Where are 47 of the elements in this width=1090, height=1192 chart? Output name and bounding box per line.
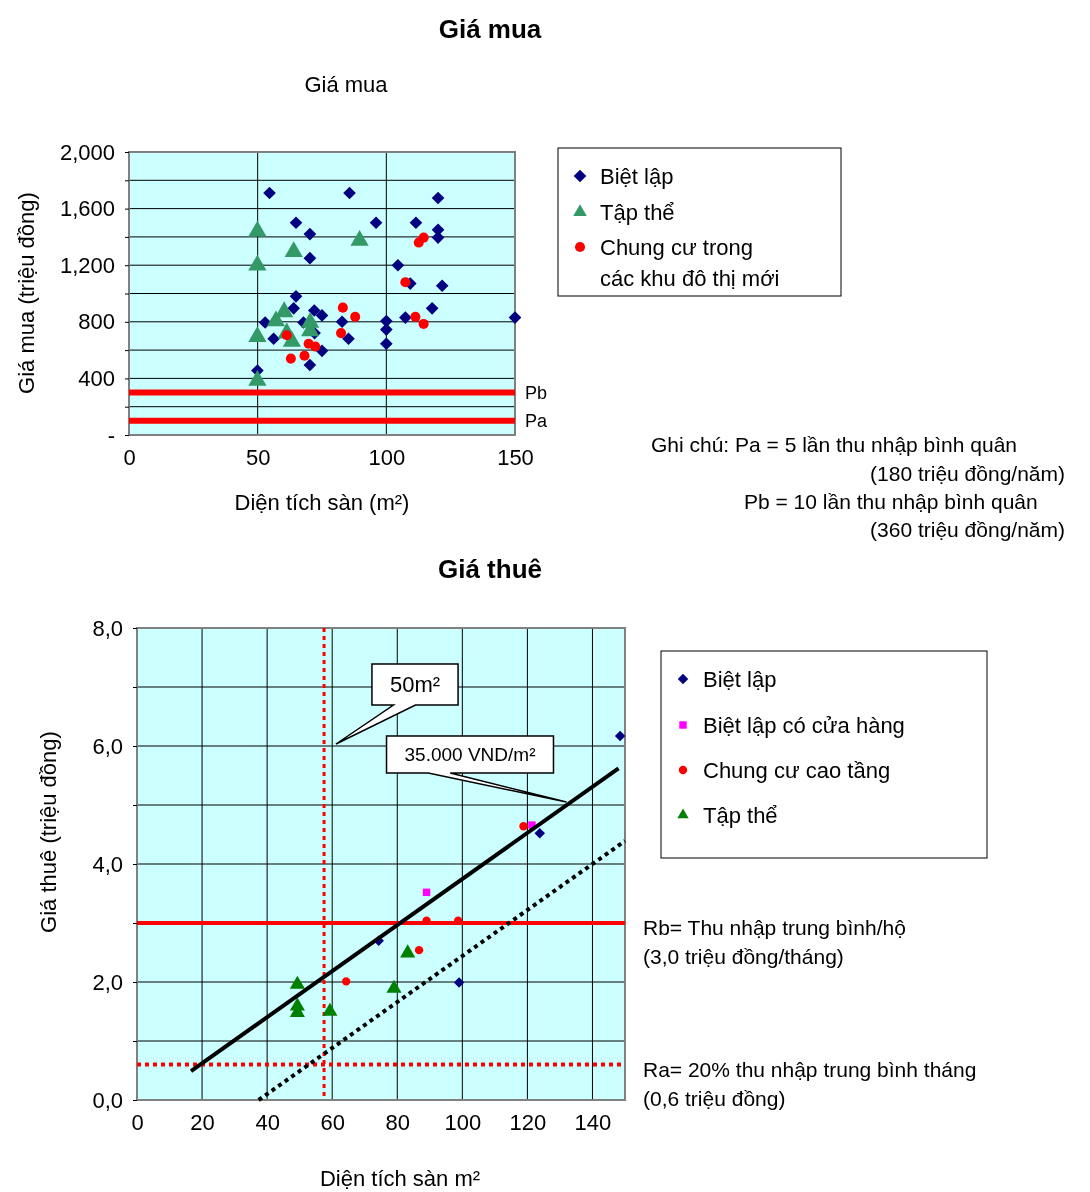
y-tick-label: 8,0 — [92, 615, 123, 641]
text: (180 triệu đồng/năm) — [870, 462, 1065, 485]
ref-line-label: Rb= Thu nhập trung bình/hộ (3,0 triệu đồng/tháng) — [643, 916, 906, 968]
ref-line-label: Pb — [525, 382, 548, 403]
text: Pb = 10 lần thu nhập bình quân — [744, 490, 1038, 513]
x-tick-label: 0 — [123, 444, 136, 470]
y-tick-label: 2,0 — [92, 969, 123, 995]
annotation: 50m² — [389, 672, 441, 697]
x-axis-title: Diện tích sàn m² — [319, 1166, 481, 1191]
chart-subtitle: Giá mua — [304, 72, 389, 97]
y-tick-label: 0,0 — [92, 1087, 123, 1113]
x-tick-label: 60 — [320, 1109, 345, 1135]
y-tick-label: 800 — [78, 309, 115, 335]
x-tick-label: 50 — [245, 444, 271, 470]
y-tick-label: 6,0 — [92, 733, 123, 759]
legend-label: Tập thể — [703, 803, 778, 828]
text: Ghi chú: Pa = 5 lần thu nhập bình quân — [651, 433, 1018, 456]
y-tick-label: - — [107, 422, 115, 448]
x-tick-label: 40 — [255, 1109, 280, 1135]
legend-label: Biệt lập — [600, 164, 674, 189]
y-axis-title: Giá thuê (triệu đồng) — [36, 731, 61, 933]
x-tick-label: 140 — [574, 1109, 612, 1135]
y-axis-title: Giá mua (triệu đồng) — [14, 192, 39, 394]
legend-label: Tập thể — [600, 200, 675, 225]
x-tick-label: 100 — [444, 1109, 482, 1135]
legend-label: Chung cư cao tầng — [703, 758, 891, 783]
chart-title: Giá thuê — [437, 554, 543, 584]
x-axis-title: Diện tích sàn (m²) — [234, 490, 410, 515]
x-tick-label: 120 — [509, 1109, 547, 1135]
text: (360 triệu đồng/năm) — [870, 518, 1065, 541]
x-tick-label: 0 — [131, 1109, 144, 1135]
x-tick-label: 20 — [190, 1109, 215, 1135]
ref-line-label: Pa — [525, 410, 549, 431]
x-tick-label: 80 — [385, 1109, 411, 1135]
legend-label: Biệt lập có cửa hàng — [703, 713, 905, 738]
ref-line-label: Ra= 20% thu nhập trung bình tháng (0,6 triệu đồng) — [643, 1057, 977, 1110]
legend-label: Chung cư trong các khu đô thị mới — [600, 235, 780, 291]
chart-title: Giá mua — [438, 14, 542, 44]
y-tick-label: 4,0 — [92, 851, 123, 877]
x-tick-label: 100 — [368, 444, 406, 470]
x-tick-label: 150 — [497, 444, 534, 470]
y-tick-label: 1,200 — [59, 252, 115, 278]
y-tick-label: 1,600 — [59, 196, 115, 222]
annotation: 35.000 VND/m² — [404, 744, 536, 765]
y-tick-label: 2,000 — [59, 139, 115, 165]
y-tick-label: 400 — [78, 365, 115, 391]
legend-label: Biệt lập — [703, 667, 777, 692]
